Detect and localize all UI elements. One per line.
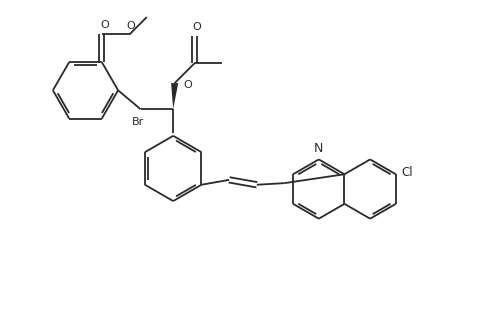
Polygon shape <box>171 83 178 109</box>
Text: O: O <box>100 20 109 30</box>
Text: O: O <box>126 21 136 31</box>
Text: O: O <box>193 22 202 32</box>
Text: Br: Br <box>132 116 143 127</box>
Text: Cl: Cl <box>402 166 413 179</box>
Text: O: O <box>183 79 192 89</box>
Text: N: N <box>314 142 324 155</box>
